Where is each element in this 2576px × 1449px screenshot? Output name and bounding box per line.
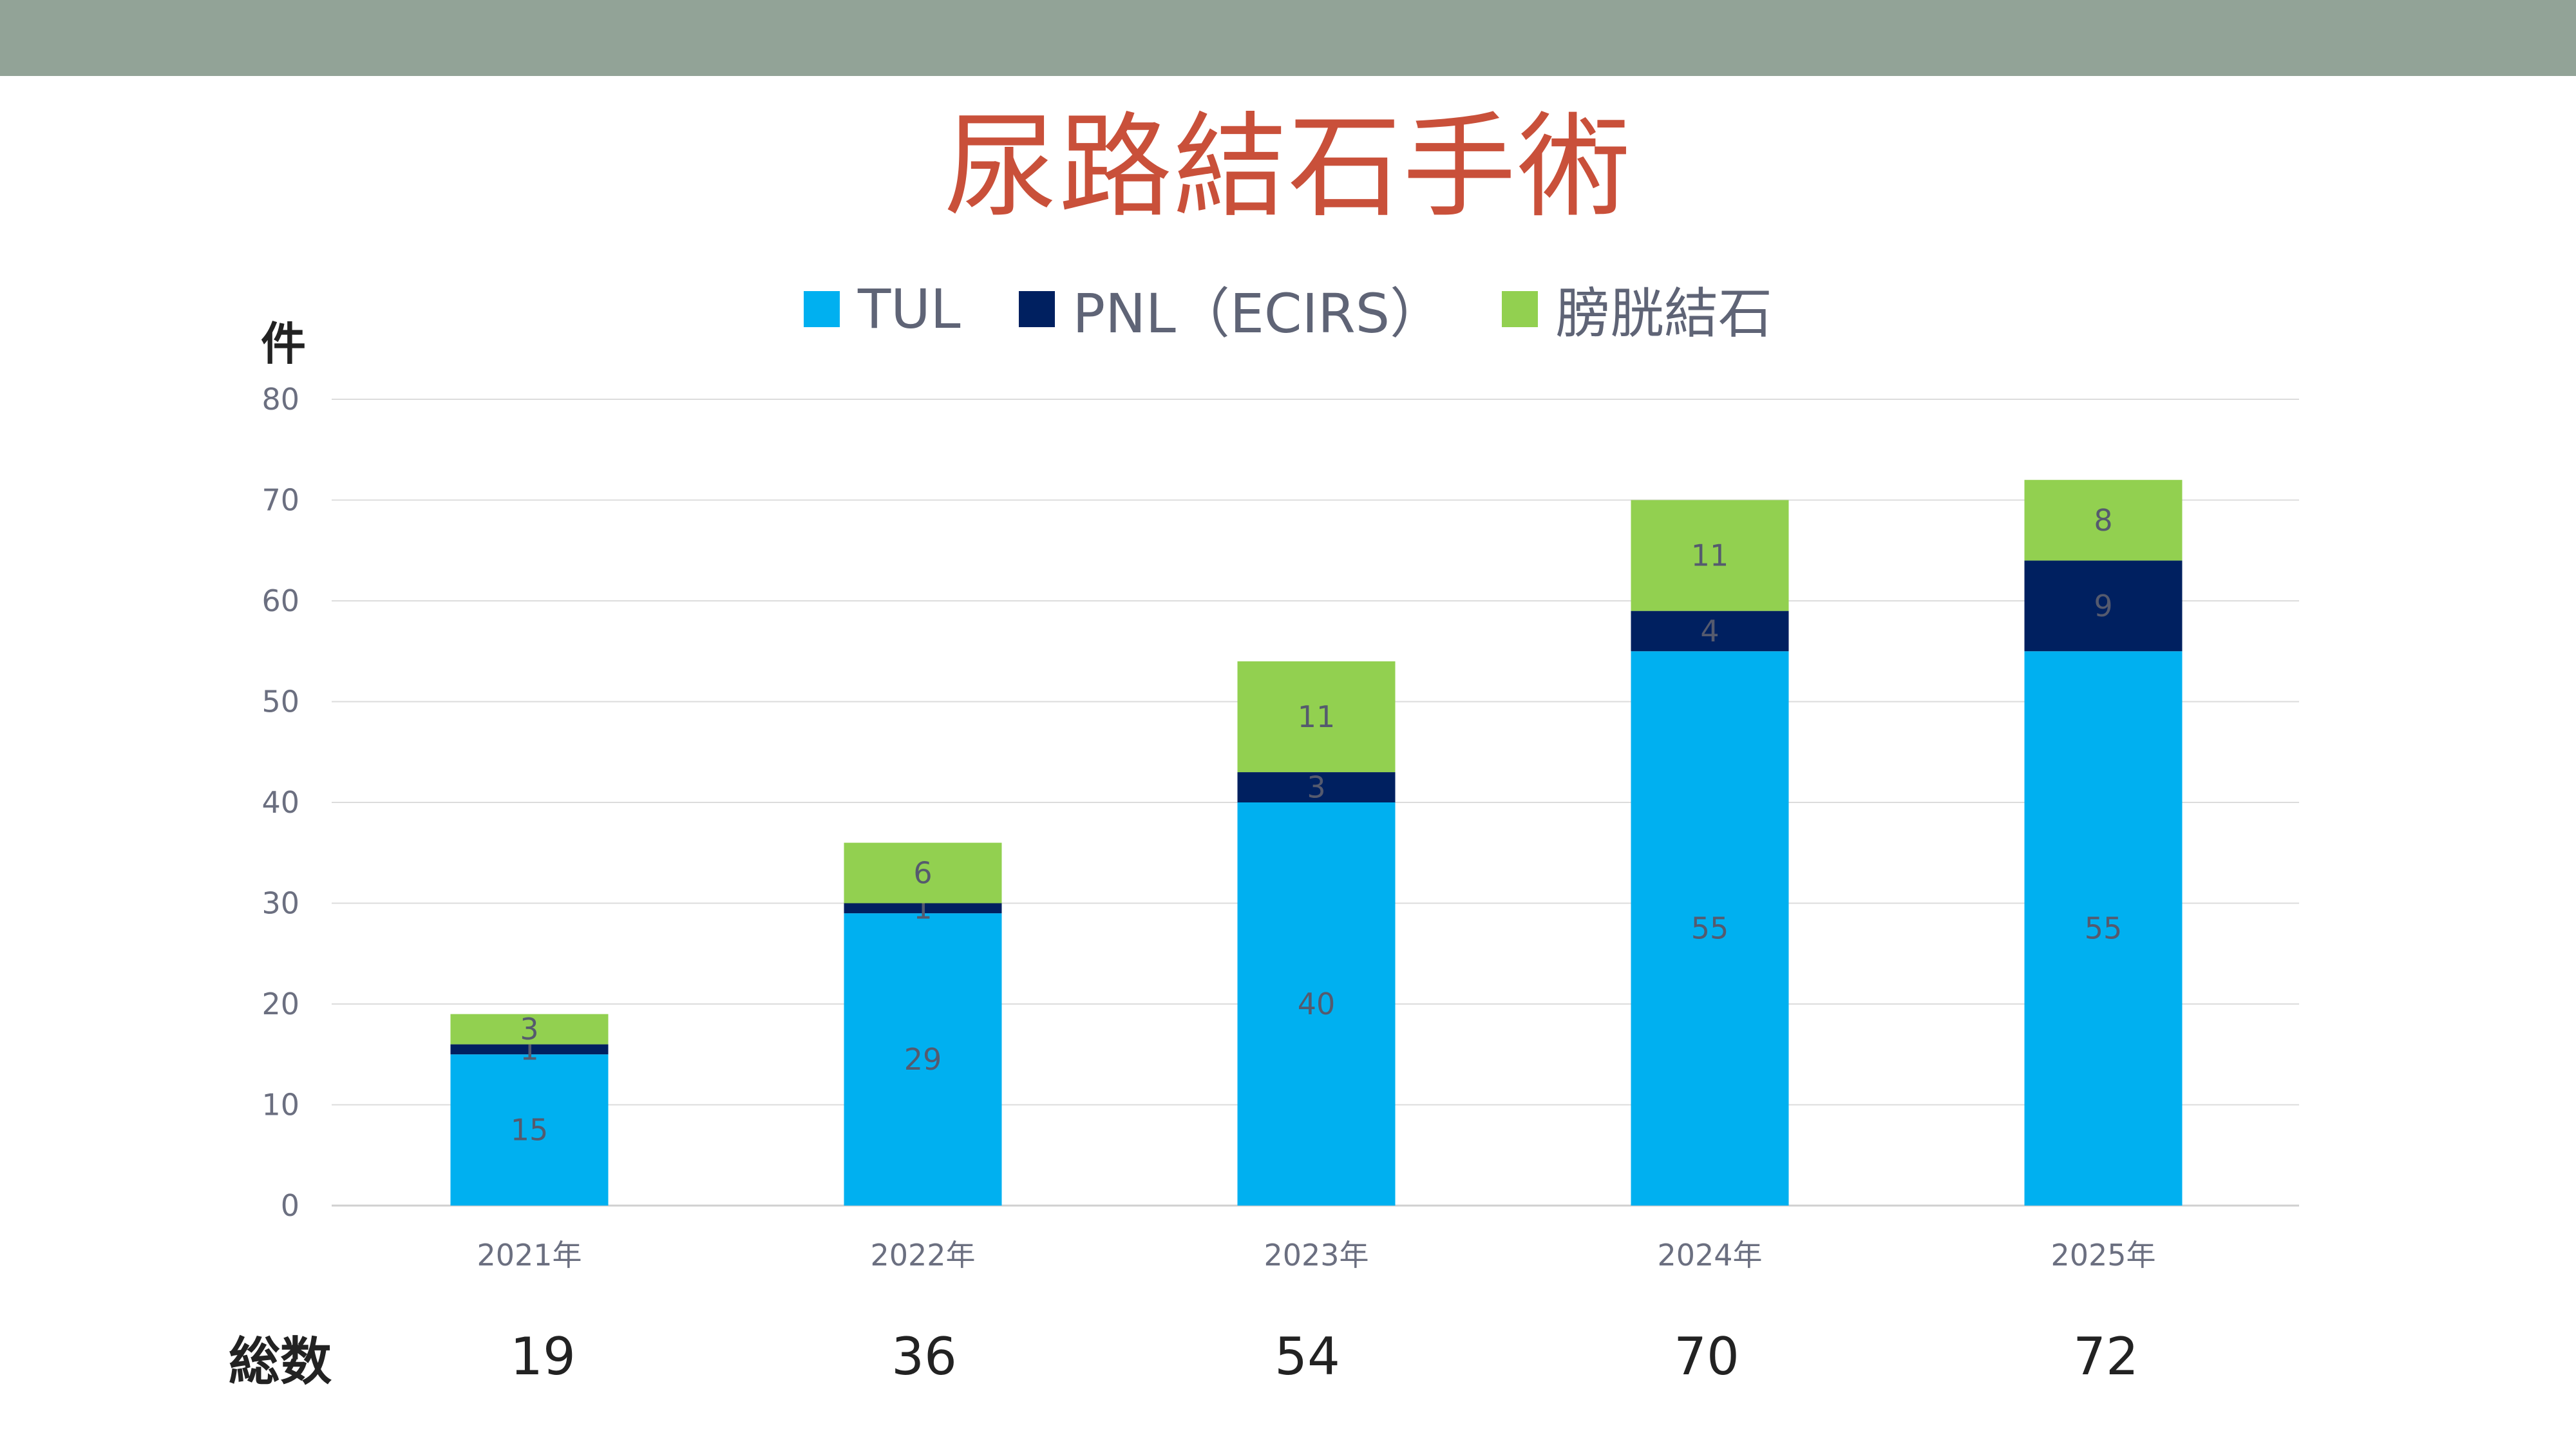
data-label: 11 (1691, 538, 1729, 573)
total-value-2023: 54 (1274, 1327, 1340, 1387)
bar-pnl (1631, 611, 1789, 652)
y-tick-label: 30 (261, 886, 299, 921)
data-label: 40 (1298, 987, 1336, 1021)
bar-pnl (450, 1044, 609, 1055)
data-label: 4 (1700, 614, 1719, 649)
legend-label-tul: TUL (857, 278, 961, 341)
bar-tul (450, 1054, 609, 1206)
y-tick-label: 20 (261, 987, 299, 1021)
x-tick-label: 2024年 (1657, 1238, 1762, 1273)
data-label: 11 (1298, 699, 1336, 734)
top-band (0, 0, 2576, 76)
bar-bladder (1631, 500, 1789, 611)
y-axis-unit: 件 (261, 317, 306, 370)
bar-pnl (1237, 772, 1396, 802)
data-label: 29 (904, 1042, 942, 1077)
y-tick-label: 70 (261, 483, 299, 518)
data-label: 15 (511, 1113, 549, 1148)
data-label: 3 (1307, 770, 1325, 805)
total-value-2024: 70 (1674, 1327, 1739, 1387)
bar-bladder (844, 842, 1002, 904)
legend: TUL PNL（ECIRS） 膀胱結石 (0, 274, 2576, 345)
bar-bladder (2024, 480, 2183, 561)
legend-item-bladder: 膀胱結石 (1502, 270, 1772, 348)
bar-tul (844, 913, 1002, 1206)
legend-swatch-bladder (1502, 291, 1539, 327)
bar-bladder (1237, 661, 1396, 773)
bar-pnl (844, 903, 1002, 914)
bar-tul (1631, 651, 1789, 1206)
x-tick-label: 2021年 (477, 1238, 582, 1273)
bar-pnl (2024, 560, 2183, 652)
data-label: 6 (913, 856, 932, 891)
legend-swatch-tul (803, 291, 840, 327)
totals-title: 総数 (229, 1332, 332, 1392)
y-tick-label: 60 (261, 583, 299, 618)
legend-item-tul: TUL (803, 278, 961, 341)
legend-label-bladder: 膀胱結石 (1556, 281, 1773, 345)
legend-item-pnl: PNL（ECIRS） (1018, 270, 1444, 348)
y-tick-label: 80 (261, 382, 299, 417)
data-label: 3 (520, 1012, 538, 1046)
total-value-2025: 72 (2073, 1327, 2139, 1387)
y-tick-label: 10 (261, 1088, 299, 1122)
data-label: 55 (2085, 911, 2123, 946)
bar-tul (2024, 651, 2183, 1206)
bar-tul (1237, 802, 1396, 1206)
y-tick-label: 40 (261, 785, 299, 820)
chart-title: 尿路結石手術 (943, 101, 1632, 233)
total-value-2021: 19 (510, 1327, 576, 1387)
y-tick-label: 50 (261, 685, 299, 719)
legend-swatch-pnl (1018, 291, 1055, 327)
x-tick-label: 2022年 (870, 1238, 975, 1273)
y-tick-label: 0 (281, 1188, 299, 1223)
legend-label-pnl: PNL（ECIRS） (1072, 281, 1444, 345)
data-label: 8 (2094, 503, 2112, 538)
total-value-2022: 36 (891, 1327, 957, 1387)
data-label: 55 (1691, 911, 1729, 946)
x-tick-label: 2023年 (1264, 1238, 1368, 1273)
data-label: 9 (2094, 589, 2112, 623)
x-tick-label: 2025年 (2050, 1238, 2155, 1273)
bar-bladder (450, 1014, 609, 1045)
